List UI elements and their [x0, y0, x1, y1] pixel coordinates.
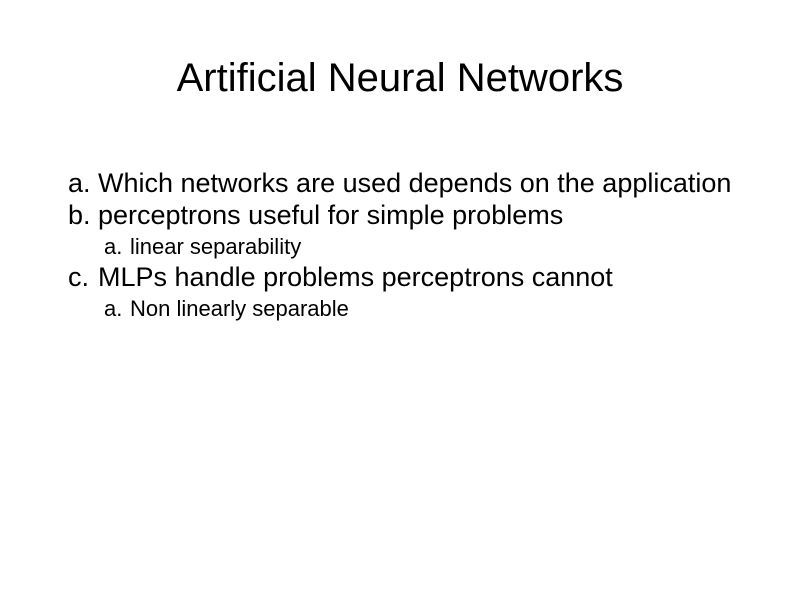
list-text: MLPs handle problems perceptrons cannot [98, 262, 740, 294]
list-marker: b. [68, 200, 98, 232]
list-text: linear separability [130, 234, 301, 260]
list-text: Which networks are used depends on the a… [98, 168, 740, 200]
list-item: b. perceptrons useful for simple problem… [68, 200, 740, 232]
slide: Artificial Neural Networks a. Which netw… [0, 0, 800, 600]
list-marker: a. [104, 234, 130, 260]
slide-body: a. Which networks are used depends on th… [68, 168, 740, 323]
list-text: Non linearly separable [130, 296, 349, 322]
list-marker: a. [68, 168, 98, 200]
list-subitem: a. linear separability [68, 234, 740, 260]
list-text: perceptrons useful for simple problems [98, 200, 740, 232]
list-marker: c. [68, 262, 98, 294]
list-item: a. Which networks are used depends on th… [68, 168, 740, 200]
list-marker: a. [104, 296, 130, 322]
slide-title: Artificial Neural Networks [0, 56, 800, 101]
list-item: c. MLPs handle problems perceptrons cann… [68, 262, 740, 294]
list-subitem: a. Non linearly separable [68, 296, 740, 322]
